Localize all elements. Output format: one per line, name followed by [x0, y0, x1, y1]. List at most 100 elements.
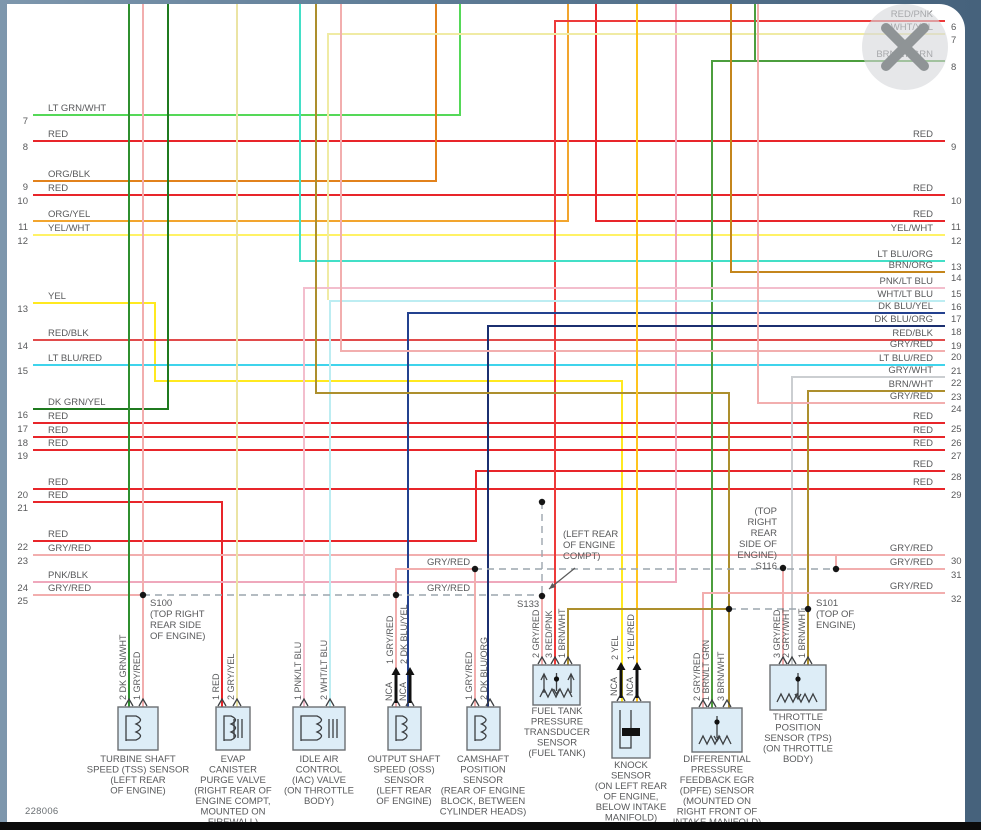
knock-sensor-caption-line-4: BELOW INTAKE	[596, 802, 667, 813]
dpfe-sensor-caption-line-2: FEEDBACK EGR	[680, 775, 755, 786]
evap-purge-valve-caption-line-0: EVAP	[221, 754, 246, 765]
s101-label-line-0: S101	[816, 598, 838, 609]
tps-sensor-caption-line-1: POSITION	[775, 723, 821, 734]
right-pin-label-28: RED	[913, 459, 933, 470]
right-pin-number-31: 31	[951, 570, 962, 581]
oss-sensor-nca-arrowhead-1	[405, 667, 415, 675]
right-pin-label-26: RED	[913, 425, 933, 436]
tss-sensor-caption-line-3: OF ENGINE)	[110, 786, 165, 797]
tss-sensor-box	[117, 706, 159, 751]
knock-sensor-pin-label-1: 1 YEL/RED	[626, 614, 636, 660]
right-pin-number-15: 15	[951, 289, 962, 300]
knock-sensor-caption-line-1: SENSOR	[611, 771, 651, 782]
wire-gry-red-24-top	[757, 4, 945, 404]
wire-brn-wht-23-dpfe	[315, 4, 730, 708]
evap-purge-valve-caption-line-3: (RIGHT REAR OF	[194, 786, 272, 797]
fuel-tank-pressure-transducer-caption-line-4: (FUEL TANK)	[528, 748, 585, 759]
knock-sensor-pin-label-0: 2 YEL	[610, 636, 620, 660]
right-pin-label-12: YEL/WHT	[891, 223, 933, 234]
s100-label-line-1: (TOP RIGHT	[150, 609, 205, 620]
iac-valve-caption-line-1: CONTROL	[296, 765, 342, 776]
s133-location-callout-line-2: COMPT)	[563, 551, 600, 562]
wire-lt-grn-wht-7	[33, 4, 461, 116]
fuel-tank-pressure-transducer-pin-label-1: 3 RED/PNK	[544, 610, 554, 658]
left-pin-label-22: RED	[48, 529, 68, 540]
iac-valve-pin-label-1: 2 WHT/LT BLU	[319, 640, 329, 700]
right-pin-label-14: BRN/ORG	[889, 260, 933, 271]
s116-label-line-2: REAR	[751, 528, 778, 539]
symbol-wiper-dot	[795, 676, 801, 682]
right-pin-label-17: DK BLU/YEL	[878, 301, 933, 312]
fuel-tank-pressure-transducer-pin-arrow-1	[550, 655, 560, 665]
knock-sensor-caption-line-3: OF ENGINE,	[604, 792, 659, 803]
left-pin-label-14: RED/BLK	[48, 328, 89, 339]
left-pin-label-11: ORG/YEL	[48, 209, 90, 220]
left-pin-label-10: RED	[48, 183, 68, 194]
symbol-coil	[474, 715, 487, 741]
tss-sensor-pin-arrow-1	[138, 697, 148, 707]
knock-sensor-caption-line-0: KNOCK	[614, 760, 648, 771]
dpfe-sensor-pin-arrow-1	[707, 698, 717, 708]
splice-dot-3	[538, 498, 546, 506]
right-pin-number-13: 13	[951, 262, 962, 273]
left-pin-number-8: 8	[23, 142, 28, 153]
tps-sensor-pin-arrow-1	[787, 655, 797, 665]
symbol-capacitor-plate	[622, 728, 640, 736]
splice-dot-5	[779, 564, 787, 572]
right-pin-label-18: DK BLU/ORG	[874, 314, 933, 325]
tss-sensor-caption-line-0: TURBINE SHAFT	[100, 754, 176, 765]
left-pin-label-7: LT GRN/WHT	[48, 103, 106, 114]
bottom-bar	[0, 822, 981, 830]
left-pin-number-9: 9	[23, 182, 28, 193]
camshaft-position-sensor-pin-label-1: 2 DK BLU/ORG	[479, 637, 489, 700]
splice-dot-2	[538, 592, 546, 600]
callout-arrowhead	[549, 582, 556, 589]
dpfe-sensor-caption-line-5: RIGHT FRONT OF	[677, 807, 758, 818]
right-pin-number-11: 11	[951, 222, 961, 233]
wire-wht-yel-7	[327, 33, 945, 300]
right-pin-number-25: 25	[951, 424, 962, 435]
right-pin-number-24: 24	[951, 404, 962, 415]
oss-sensor-caption-line-3: (LEFT REAR	[376, 786, 431, 797]
left-pin-label-19: RED	[48, 438, 68, 449]
symbol-coil	[125, 715, 142, 741]
right-pin-label-23: BRN/WHT	[889, 379, 934, 390]
right-pin-label-16: WHT/LT BLU	[877, 289, 933, 300]
close-button[interactable]	[862, 4, 948, 90]
oss-sensor-box	[387, 706, 422, 751]
symbol-resistor-zigzag	[698, 734, 732, 746]
symbol-resistor-zigzag	[539, 687, 573, 699]
left-pin-label-16: DK GRN/YEL	[48, 397, 106, 408]
right-pin-label-20: GRY/RED	[890, 339, 933, 350]
tps-sensor-pin-arrow-0	[778, 655, 788, 665]
evap-purge-valve-caption-line-6: FIREWALL)	[208, 817, 258, 822]
diagram-id-code: 228006	[25, 806, 59, 817]
left-pin-number-18: 18	[17, 438, 28, 449]
splice-dot-6	[832, 565, 840, 573]
dpfe-sensor-caption-line-1: PRESSURE	[691, 765, 743, 776]
dpfe-sensor-pin-arrow-0	[698, 698, 708, 708]
dpfe-sensor-pin-label-2: 3 BRN/WHT	[716, 651, 726, 701]
wire-gry-red-oss1	[395, 568, 475, 707]
left-pin-number-13: 13	[17, 304, 28, 315]
wire-brn-org-14	[730, 4, 945, 273]
dpfe-sensor-caption-line-6: INTAKE MANIFOLD)	[673, 817, 762, 822]
left-pin-number-7: 7	[23, 116, 28, 127]
symbol-arm-arrow-0	[540, 672, 548, 681]
left-pin-label-8: RED	[48, 129, 68, 140]
s101-label-line-1: (TOP OF	[816, 609, 854, 620]
camshaft-position-sensor-pin-arrow-1	[485, 697, 495, 707]
dpfe-sensor-caption-line-0: DIFFERENTIAL	[683, 754, 751, 765]
left-pin-number-16: 16	[17, 410, 28, 421]
s116-label-line-1: RIGHT	[747, 517, 777, 528]
splice-dot-1	[392, 591, 400, 599]
wire-pnk-lt-blu-15-iac	[303, 287, 945, 707]
knock-sensor-nca-arrowhead-0	[616, 662, 626, 670]
wire-dk-blu-yel-17-oss	[407, 312, 945, 707]
oss-sensor-caption-line-0: OUTPUT SHAFT	[368, 754, 441, 765]
right-pin-number-8: 8	[951, 62, 956, 73]
right-pin-label-29: RED	[913, 477, 933, 488]
oss-sensor-caption-line-1: SPEED (OSS)	[373, 765, 434, 776]
left-pin-number-19: 19	[17, 451, 28, 462]
